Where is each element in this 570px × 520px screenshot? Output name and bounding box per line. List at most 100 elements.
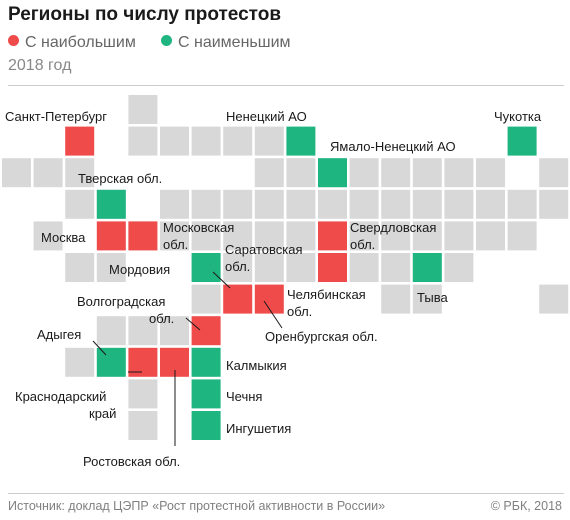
tile-neutral [223, 253, 253, 282]
tile-neutral [349, 189, 379, 219]
tile-neutral [476, 158, 505, 188]
label-spb: Санкт-Петербург [5, 109, 107, 124]
tile-neutral [507, 189, 537, 219]
label-rostov: Ростовская обл. [83, 454, 180, 469]
label-moscow: Москва [41, 230, 86, 245]
tile-neutral [381, 221, 411, 251]
tile-tver [96, 189, 126, 219]
tile-neutral [128, 379, 158, 409]
label-krasnodar-2: край [89, 406, 116, 421]
label-volgograd-2: обл. [149, 311, 174, 326]
tile-neutral [412, 284, 442, 314]
tile-neutral [160, 189, 189, 219]
tile-neutral [381, 158, 411, 188]
tile-neutral [191, 189, 221, 219]
tile-neutral [96, 316, 126, 346]
tile-neutral [33, 158, 63, 188]
tile-neutral [349, 253, 379, 282]
tile-spb [65, 126, 95, 156]
tile-neutral [128, 95, 158, 124]
tile-neutral [349, 158, 379, 188]
label-moscow-obl-1: Московская [163, 220, 234, 235]
label-volgograd-1: Волгоградская [77, 294, 165, 309]
tile-tyva [412, 253, 442, 282]
tile-neutral [191, 284, 221, 314]
leader-saratov [212, 271, 231, 289]
tile-neutral [539, 158, 569, 188]
tile-neutral [254, 221, 284, 251]
tile-neutral [160, 221, 189, 251]
tile-moscow-obl [128, 221, 158, 251]
legend-item-least: С наименьшим [161, 34, 291, 52]
bottom-divider [8, 493, 564, 494]
tile-chelyabinsk [318, 253, 347, 282]
source-note: Источник: доклад ЦЭПР «Рост протестной а… [8, 499, 386, 513]
tile-neutral [223, 189, 253, 219]
tile-chechnya [191, 379, 221, 409]
tile-neutral [444, 221, 474, 251]
tile-neutral [160, 316, 189, 346]
label-moscow-obl-2: обл. [163, 237, 188, 252]
leader-volgograd [185, 317, 201, 331]
label-chechnya: Чечня [226, 389, 262, 404]
tile-moscow [96, 221, 126, 251]
label-chelyabinsk-1: Челябинская [287, 287, 366, 302]
tile-neutral [444, 189, 474, 219]
top-divider [8, 85, 564, 86]
tile-neutral [476, 221, 505, 251]
copyright: © РБК, 2018 [490, 499, 562, 513]
tile-neutral [223, 126, 253, 156]
legend-item-most: С наибольшим [8, 34, 136, 52]
tile-neutral [96, 253, 126, 282]
tile-neutral [160, 126, 189, 156]
tile-grid [2, 95, 569, 440]
tile-neutral [381, 189, 411, 219]
year-subtitle: 2018 год [8, 57, 72, 74]
tile-neutral [539, 284, 569, 314]
label-orenburg: Оренбургская обл. [265, 329, 378, 344]
label-mordovia: Мордовия [109, 262, 170, 277]
tile-neutral [381, 253, 411, 282]
tile-neutral [286, 253, 316, 282]
region-labels: Санкт-Петербург Ненецкий АО Чукотка Ямал… [5, 109, 542, 469]
leader-orenburg [263, 300, 283, 329]
tile-neutral [444, 253, 474, 282]
tile-neutral [444, 158, 474, 188]
tile-mordovia [191, 253, 221, 282]
label-chukotka: Чукотка [494, 109, 542, 124]
chart-title: Регионы по числу протестов [8, 4, 281, 25]
tile-neutral [286, 158, 316, 188]
tile-chukotka [507, 126, 537, 156]
label-sverdlovsk-2: обл. [350, 237, 375, 252]
tile-adygea [96, 347, 126, 377]
legend-swatch-least [161, 35, 172, 46]
tile-neutral [286, 189, 316, 219]
tile-neutral [128, 316, 158, 346]
tile-neutral [381, 284, 411, 314]
label-krasnodar-1: Краснодарский [15, 389, 106, 404]
tile-neutral [412, 158, 442, 188]
tile-ingushetia [191, 411, 221, 440]
tile-neutral [286, 221, 316, 251]
tile-neutral [191, 126, 221, 156]
label-adygea: Адыгея [37, 327, 81, 342]
tile-neutral [128, 411, 158, 440]
tile-neutral [191, 221, 221, 251]
label-ingushetia: Ингушетия [226, 421, 291, 436]
tile-neutral [318, 189, 347, 219]
tile-sverdlovsk [318, 221, 347, 251]
tile-neutral [128, 126, 158, 156]
tile-neutral [507, 221, 537, 251]
label-yamal: Ямало-Ненецкий АО [330, 139, 456, 154]
tile-neutral [412, 189, 442, 219]
tile-nenets [286, 126, 316, 156]
tile-neutral [476, 189, 505, 219]
tile-neutral [65, 253, 95, 282]
label-saratov-1: Саратовская [225, 242, 302, 257]
label-sverdlovsk-1: Свердловская [350, 220, 436, 235]
tile-neutral [539, 189, 569, 219]
label-chelyabinsk-2: обл. [287, 304, 312, 319]
tile-saratov [223, 284, 253, 314]
leader-adygea [92, 340, 107, 356]
